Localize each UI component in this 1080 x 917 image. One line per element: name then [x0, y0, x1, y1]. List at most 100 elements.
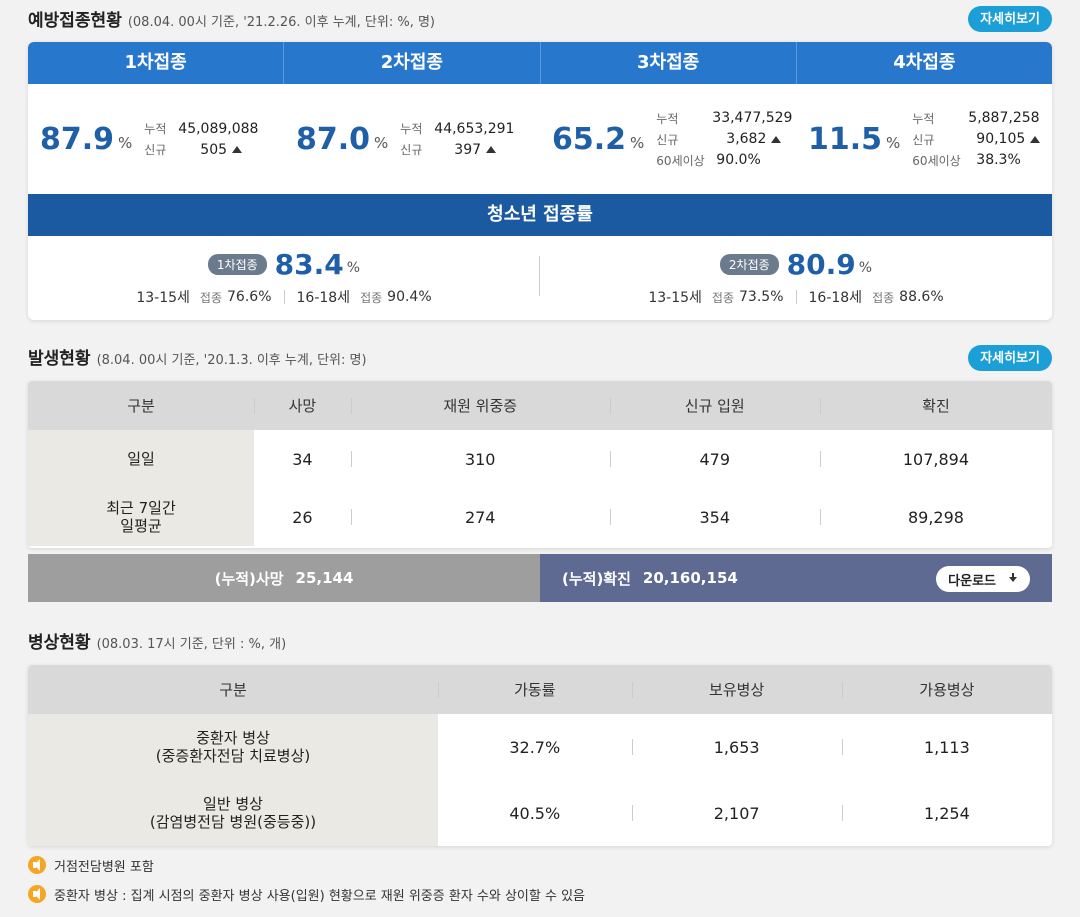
dose-stats-row: 87.9 % 누적 45,089,088 신규 505 87.0 % 누적 44,65…: [28, 84, 1052, 194]
dose-1-header: 1차접종: [28, 42, 285, 84]
dose-4-stats: 11.5 % 누적 5,887,258 신규 90,105 60세이상 38.3%: [796, 84, 1052, 194]
col-header: 신규 입원: [609, 381, 820, 430]
note-item: 중환자 병상 : 집계 시점의 중환자 병상 사용(입원) 현황으로 재원 위중…: [28, 884, 585, 904]
dose-2-stats: 87.0 % 누적 44,653,291 신규 397: [284, 84, 540, 194]
dose-rate: 87.0: [296, 121, 371, 157]
dose-3-header: 3차접종: [541, 42, 797, 84]
beds-section-title: 병상현황 (08.03. 17시 기준, 단위 : %, 개): [28, 628, 286, 653]
speaker-icon: [28, 885, 46, 903]
col-header: 사망: [254, 381, 351, 430]
percent-unit: %: [118, 134, 133, 152]
table-cell: 26: [254, 488, 351, 546]
table-cell: 1,653: [631, 714, 842, 780]
table-header-row: 구분 사망 재원 위중증 신규 입원 확진: [28, 381, 1052, 430]
table-cell: 34: [254, 430, 351, 488]
table-cell: 354: [609, 488, 820, 546]
beds-table-panel: 구분 가동률 보유병상 가용병상 중환자 병상 (중증환자전담 치료병상) 32…: [28, 665, 1052, 846]
table-cell: 310: [350, 430, 610, 488]
table-row: 일반 병상 (감염병전담 병원(중등중)) 40.5% 2,107 1,254: [28, 780, 1052, 846]
table-cell: 2,107: [631, 780, 842, 846]
download-icon: [1008, 573, 1018, 585]
new-value: 505: [200, 141, 228, 158]
age-group-value: 73.5%: [739, 289, 784, 305]
row-label-line2: (감염병전담 병원(중등중)): [149, 813, 317, 831]
age-group-label: 16-18세: [296, 290, 351, 306]
dose-2-header: 2차접종: [284, 42, 541, 84]
row-label: 일반 병상 (감염병전담 병원(중등중)): [28, 780, 438, 846]
speaker-icon: [28, 856, 46, 874]
table-cell: 107,894: [819, 430, 1052, 488]
table-cell: 1,113: [841, 714, 1052, 780]
cumulative-confirmed: (누적)확진 20,160,154 다운로드: [540, 554, 1052, 602]
cumulative-death-label: (누적)사망: [214, 569, 284, 588]
occurrence-subtitle: (8.04. 00시 기준, '20.1.3. 이후 누계, 단위: 명): [96, 353, 367, 368]
age-group-value: 88.6%: [899, 289, 944, 305]
youth-dose-1: 1차접종 83.4 % 13-15세 접종 76.6% 16-18세 접종 90…: [28, 236, 540, 319]
dose-pill: 1차접종: [207, 254, 267, 275]
table-cell: 479: [609, 430, 820, 488]
cumulative-value: 5,887,258: [968, 110, 1040, 126]
note-item: 거점전담병원 포함: [28, 855, 585, 875]
cumulative-death-value: 25,144: [295, 569, 354, 587]
new-label: 신규: [656, 132, 679, 147]
table-row: 최근 7일간 일평균 26 274 354 89,298: [28, 488, 1052, 546]
beds-table: 구분 가동률 보유병상 가용병상 중환자 병상 (중증환자전담 치료병상) 32…: [28, 665, 1052, 846]
col-header: 구분: [28, 665, 438, 714]
row-label-line1: 최근 7일간: [106, 499, 176, 517]
new-label: 신규: [912, 132, 935, 147]
col-header: 구분: [28, 381, 254, 430]
beds-subtitle: (08.03. 17시 기준, 단위 : %, 개): [96, 637, 287, 652]
cumulative-label: 누적: [912, 111, 935, 126]
dose-header-row: 1차접종 2차접종 3차접종 4차접종: [28, 42, 1052, 84]
table-cell: 89,298: [819, 488, 1052, 546]
download-button[interactable]: 다운로드: [936, 566, 1030, 592]
new-value: 3,682: [726, 131, 767, 147]
new-label: 신규: [400, 143, 423, 157]
col-header: 재원 위중증: [350, 381, 610, 430]
vaccination-more-button[interactable]: 자세히보기: [968, 6, 1052, 32]
vaccination-subtitle: (08.04. 00시 기준, '21.2.26. 이후 누계, 단위: %, …: [127, 15, 435, 30]
up-triangle-icon: [1030, 135, 1041, 143]
youth-stats: 1차접종 83.4 % 13-15세 접종 76.6% 16-18세 접종 90…: [28, 236, 1052, 319]
percent-unit: %: [374, 134, 389, 152]
beds-title: 병상현황: [28, 633, 91, 653]
up-triangle-icon: [232, 146, 243, 153]
col-header: 가동률: [438, 665, 632, 714]
youth-divider: [539, 256, 540, 296]
vaccination-section-title: 예방접종현황 (08.04. 00시 기준, '21.2.26. 이후 누계, …: [28, 6, 435, 31]
col-header: 확진: [819, 381, 1052, 430]
dose-pill: 2차접종: [719, 254, 779, 275]
download-label: 다운로드: [948, 572, 996, 588]
dose-1-stats: 87.9 % 누적 45,089,088 신규 505: [28, 84, 284, 194]
age-group-value: 76.6%: [227, 289, 272, 305]
percent-unit: %: [858, 259, 873, 276]
cumulative-value: 44,653,291: [434, 120, 515, 137]
occurrence-title: 발생현황: [28, 349, 91, 369]
dose-rate: 65.2: [552, 121, 627, 157]
occurrence-more-button[interactable]: 자세히보기: [968, 345, 1052, 371]
table-cell: 40.5%: [438, 780, 632, 846]
dose-rate: 11.5: [808, 121, 883, 157]
row-label-line2: 일평균: [120, 517, 162, 535]
youth-rate: 83.4: [274, 248, 344, 281]
col-header: 가용병상: [841, 665, 1052, 714]
table-row: 중환자 병상 (중증환자전담 치료병상) 32.7% 1,653 1,113: [28, 714, 1052, 780]
table-header-row: 구분 가동률 보유병상 가용병상: [28, 665, 1052, 714]
youth-header: 청소년 접종률: [28, 194, 1052, 236]
vaccinated-label: 접종: [199, 290, 223, 305]
row-label-line2: (중증환자전담 치료병상): [155, 747, 311, 765]
vaccinated-label: 접종: [360, 290, 383, 305]
cumulative-label: 누적: [400, 122, 423, 136]
age-group-value: 90.4%: [387, 289, 432, 305]
up-triangle-icon: [486, 146, 497, 153]
cumulative-confirmed-value: 20,160,154: [642, 569, 738, 587]
up-triangle-icon: [771, 135, 782, 143]
vaccinated-label: 접종: [872, 290, 895, 305]
occurrence-table: 구분 사망 재원 위중증 신규 입원 확진 일일 34 310 479 107,…: [28, 381, 1052, 546]
dose-4-header: 4차접종: [893, 52, 956, 73]
age-group-label: 13-15세: [136, 290, 190, 306]
col-header: 보유병상: [631, 665, 842, 714]
table-cell: 1,254: [841, 780, 1052, 846]
age60-label: 60세이상: [912, 153, 961, 168]
youth-dose-2: 2차접종 80.9 % 13-15세 접종 73.5% 16-18세 접종 88…: [540, 236, 1052, 319]
